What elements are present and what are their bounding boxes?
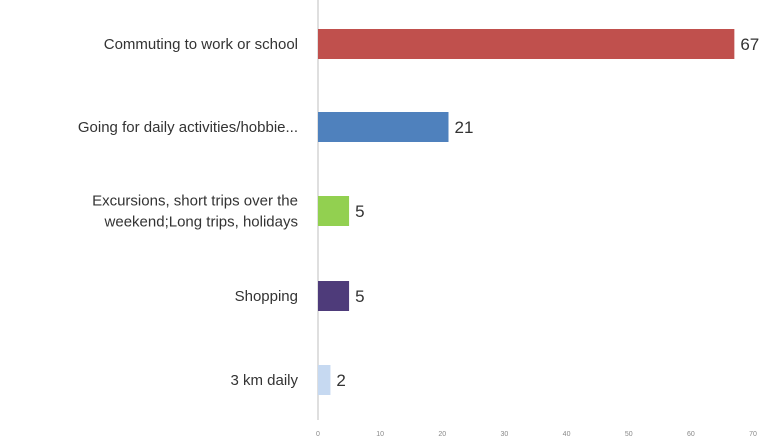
x-tick-label-4: 40 [563,431,571,438]
value-label-2: 5 [355,202,364,221]
value-label-0: 67 [740,35,759,54]
x-tick-label-7: 70 [749,431,757,438]
bars-group [318,29,735,395]
x-tick-label-5: 50 [625,431,633,438]
category-label-4: 3 km daily [230,372,298,389]
category-label-1: Going for daily activities/hobbie... [78,119,298,136]
bar-3 [318,281,350,311]
category-labels-group: Commuting to work or school Going for dai… [78,36,299,389]
category-label-0: Commuting to work or school [104,36,298,53]
x-axis-ticks-group: 0 10 20 30 40 50 60 70 [316,431,757,438]
x-tick-label-2: 20 [438,431,446,438]
category-label-3: Shopping [235,288,298,305]
x-tick-label-0: 0 [316,431,320,438]
bar-1 [318,112,449,142]
bar-2 [318,196,350,226]
category-label-4-line-0: 3 km daily [230,372,298,389]
x-tick-label-3: 30 [501,431,509,438]
bar-0 [318,29,735,59]
category-label-2-line-0: Excursions, short trips over the [92,193,298,210]
category-label-2-line-1: weekend;Long trips, holidays [104,214,298,231]
value-label-3: 5 [355,287,364,306]
x-tick-label-6: 60 [687,431,695,438]
category-label-0-line-0: Commuting to work or school [104,36,298,53]
value-label-4: 2 [336,371,345,390]
value-label-1: 21 [455,118,474,137]
category-label-1-line-0: Going for daily activities/hobbie... [78,119,298,136]
x-tick-label-1: 10 [376,431,384,438]
category-label-2: Excursions, short trips over the weekend;… [92,193,298,231]
bar-4 [318,365,331,395]
value-labels-group: 67 21 5 5 2 [336,35,759,390]
category-label-3-line-0: Shopping [235,288,298,305]
